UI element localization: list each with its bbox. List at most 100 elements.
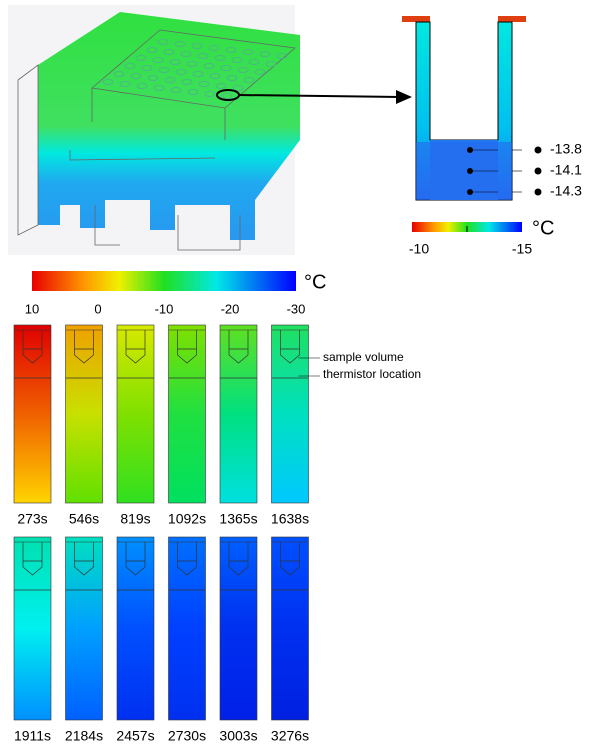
frame bbox=[13, 536, 52, 721]
hole bbox=[198, 81, 210, 87]
probe bbox=[280, 542, 300, 576]
hole bbox=[152, 57, 164, 63]
annotation: sample volume bbox=[323, 350, 404, 364]
inset-tick: -10 bbox=[409, 241, 429, 257]
frame-time: 2730s bbox=[168, 728, 206, 744]
annotation: thermistor location bbox=[323, 367, 421, 381]
hole bbox=[243, 77, 255, 83]
hole bbox=[203, 63, 215, 69]
probe bbox=[125, 542, 146, 576]
hole bbox=[141, 65, 153, 71]
sensor-dot bbox=[467, 147, 473, 153]
hole bbox=[208, 45, 220, 51]
frame bbox=[116, 324, 155, 504]
colorbar-unit: °C bbox=[304, 271, 326, 293]
frame-time: 273s bbox=[17, 511, 47, 527]
inset-unit: °C bbox=[532, 217, 554, 239]
hole bbox=[130, 73, 142, 79]
frame-time: 2184s bbox=[65, 728, 103, 744]
frame-time: 3276s bbox=[271, 728, 309, 744]
hole bbox=[225, 47, 237, 53]
hole bbox=[170, 87, 182, 93]
hole bbox=[215, 83, 227, 89]
hole bbox=[209, 73, 221, 79]
well-inset bbox=[402, 16, 526, 232]
sensor-dot bbox=[467, 189, 473, 195]
frame bbox=[271, 324, 309, 504]
hole bbox=[169, 59, 181, 65]
frame bbox=[13, 324, 52, 504]
probe bbox=[22, 542, 43, 576]
frame bbox=[219, 536, 258, 721]
hole bbox=[157, 39, 169, 45]
frame bbox=[65, 536, 103, 721]
hole bbox=[231, 57, 243, 63]
frame-time: 819s bbox=[120, 511, 150, 527]
colorbar-tick: -20 bbox=[221, 301, 240, 316]
hole bbox=[197, 53, 209, 59]
hole bbox=[192, 71, 204, 77]
hole bbox=[242, 49, 254, 55]
reading: -13.8 bbox=[550, 141, 582, 157]
hole bbox=[153, 85, 165, 91]
probe bbox=[74, 330, 94, 364]
colorbar-tick: 10 bbox=[25, 301, 39, 316]
hole bbox=[220, 65, 232, 71]
reading: -14.1 bbox=[550, 162, 582, 178]
inset-tick: -15 bbox=[512, 241, 532, 257]
frame-time: 546s bbox=[69, 511, 99, 527]
hole bbox=[181, 79, 193, 85]
reading-dot bbox=[534, 146, 542, 154]
probe bbox=[280, 330, 300, 364]
hole bbox=[187, 89, 199, 95]
hole bbox=[175, 69, 187, 75]
block-model bbox=[8, 5, 412, 255]
reading-dot bbox=[534, 167, 542, 175]
frame bbox=[65, 324, 103, 504]
hole bbox=[204, 91, 216, 97]
frame-time: 1638s bbox=[271, 511, 309, 527]
hole bbox=[248, 59, 260, 65]
hole bbox=[265, 61, 277, 67]
colorbar bbox=[32, 271, 296, 291]
hole bbox=[186, 61, 198, 67]
probe bbox=[228, 542, 249, 576]
reading-dot bbox=[534, 188, 542, 196]
hole bbox=[232, 85, 244, 91]
sensor-dot bbox=[467, 168, 473, 174]
hole bbox=[226, 75, 238, 81]
hole bbox=[135, 55, 147, 61]
hole bbox=[102, 79, 114, 85]
frame bbox=[271, 536, 309, 721]
frame bbox=[116, 536, 155, 721]
hole bbox=[221, 93, 233, 99]
hole bbox=[113, 71, 125, 77]
reading: -14.3 bbox=[550, 183, 582, 199]
colorbar-tick: -30 bbox=[287, 301, 306, 316]
hole bbox=[254, 69, 266, 75]
hole bbox=[259, 51, 271, 57]
frame bbox=[168, 324, 206, 504]
hole bbox=[191, 43, 203, 49]
hole bbox=[136, 83, 148, 89]
hole bbox=[174, 41, 186, 47]
hole bbox=[146, 47, 158, 53]
hole bbox=[119, 81, 131, 87]
colorbar-tick: 0 bbox=[94, 301, 101, 316]
frame-time: 1365s bbox=[219, 511, 257, 527]
hole bbox=[237, 67, 249, 73]
probe bbox=[177, 542, 197, 576]
probe bbox=[74, 542, 94, 576]
frame-time: 3003s bbox=[219, 728, 257, 744]
frame-time: 1092s bbox=[168, 511, 206, 527]
hole bbox=[214, 55, 226, 61]
colorbar-tick: -10 bbox=[155, 301, 174, 316]
hole bbox=[147, 75, 159, 81]
frame bbox=[219, 324, 258, 504]
frame bbox=[168, 536, 206, 721]
hole bbox=[180, 51, 192, 57]
probe bbox=[177, 330, 197, 364]
hole bbox=[163, 49, 175, 55]
